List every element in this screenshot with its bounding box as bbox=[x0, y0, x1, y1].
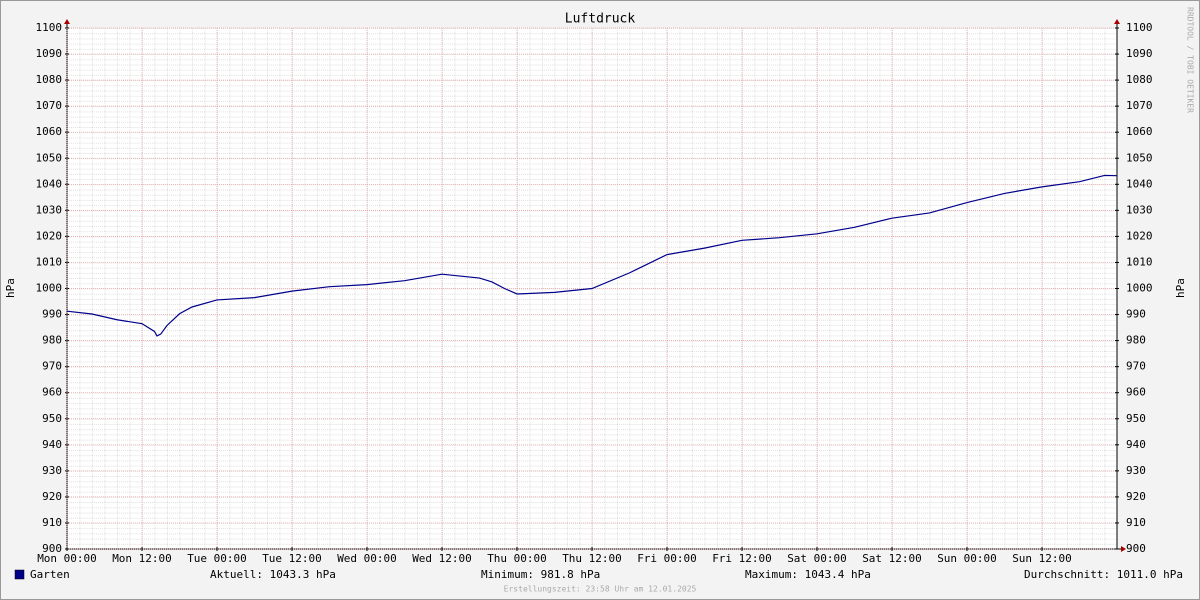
x-tick-label: Sat 12:00 bbox=[862, 552, 922, 565]
stat: Durchschnitt: 1011.0 hPa bbox=[1024, 568, 1183, 581]
x-tick-label: Mon 00:00 bbox=[37, 552, 97, 565]
y-tick-label: 950 bbox=[42, 412, 62, 425]
y2-tick-label: 940 bbox=[1126, 438, 1146, 451]
y2-tick-label: 990 bbox=[1126, 308, 1146, 321]
y-tick-label: 930 bbox=[42, 464, 62, 477]
stat: Minimum: 981.8 hPa bbox=[481, 568, 600, 581]
x-tick-label: Sun 00:00 bbox=[937, 552, 997, 565]
y2-tick-label: 1030 bbox=[1126, 203, 1153, 216]
y-tick-label: 1060 bbox=[36, 125, 63, 138]
y-tick-label: 1050 bbox=[36, 151, 63, 164]
y-tick-label: 910 bbox=[42, 516, 62, 529]
x-tick-label: Wed 00:00 bbox=[337, 552, 397, 565]
x-tick-label: Fri 12:00 bbox=[712, 552, 772, 565]
y2-axis-label: hPa bbox=[1174, 278, 1187, 298]
x-tick-label: Sat 00:00 bbox=[787, 552, 847, 565]
watermark: RRDTOOL / TOBI OETIKER bbox=[1186, 7, 1195, 113]
y2-tick-label: 920 bbox=[1126, 490, 1146, 503]
y2-tick-label: 1080 bbox=[1126, 73, 1153, 86]
y2-tick-label: 980 bbox=[1126, 334, 1146, 347]
y-tick-label: 1000 bbox=[36, 282, 63, 295]
y2-tick-label: 1070 bbox=[1126, 99, 1153, 112]
y-tick-label: 1020 bbox=[36, 229, 63, 242]
y-tick-label: 920 bbox=[42, 490, 62, 503]
data-line bbox=[66, 174, 1118, 337]
stat: Maximum: 1043.4 hPa bbox=[745, 568, 871, 581]
y-tick-label: 940 bbox=[42, 438, 62, 451]
y2-tick-label: 910 bbox=[1126, 516, 1146, 529]
x-tick-label: Tue 12:00 bbox=[262, 552, 322, 565]
x-tick-label: Tue 00:00 bbox=[187, 552, 247, 565]
x-tick-label: Thu 12:00 bbox=[562, 552, 622, 565]
x-tick-label: Mon 12:00 bbox=[112, 552, 172, 565]
y-tick-label: 1030 bbox=[36, 203, 63, 216]
y-tick-label: 990 bbox=[42, 308, 62, 321]
footer: Erstellungszeit: 23:58 Uhr am 12.01.2025 bbox=[504, 585, 697, 594]
y2-tick-label: 1000 bbox=[1126, 282, 1153, 295]
y2-tick-label: 1050 bbox=[1126, 151, 1153, 164]
y-tick-label: 970 bbox=[42, 360, 62, 373]
x-tick-label: Thu 00:00 bbox=[487, 552, 547, 565]
y2-tick-label: 960 bbox=[1126, 386, 1146, 399]
y-tick-label: 1040 bbox=[36, 177, 63, 190]
y2-tick-label: 930 bbox=[1126, 464, 1146, 477]
y-tick-label: 1070 bbox=[36, 99, 63, 112]
y-axis-label: hPa bbox=[4, 278, 17, 298]
y-tick-label: 1090 bbox=[36, 47, 63, 60]
chart-title: Luftdruck bbox=[565, 12, 636, 27]
y2-tick-label: 1060 bbox=[1126, 125, 1153, 138]
y2-tick-label: 1010 bbox=[1126, 255, 1153, 268]
y2-tick-label: 900 bbox=[1126, 542, 1146, 555]
y-tick-label: 980 bbox=[42, 334, 62, 347]
y-tick-label: 1080 bbox=[36, 73, 63, 86]
y2-tick-label: 1040 bbox=[1126, 177, 1153, 190]
y-tick-label: 960 bbox=[42, 386, 62, 399]
y-tick-label: 1010 bbox=[36, 255, 63, 268]
y-tick-label: 1100 bbox=[36, 21, 63, 34]
x-tick-label: Fri 00:00 bbox=[637, 552, 697, 565]
y-tick-label: 900 bbox=[42, 542, 62, 555]
legend-swatch bbox=[14, 569, 25, 580]
x-tick-label: Wed 12:00 bbox=[412, 552, 472, 565]
stat: Aktuell: 1043.3 hPa bbox=[210, 568, 336, 581]
y2-tick-label: 950 bbox=[1126, 412, 1146, 425]
y2-tick-label: 1100 bbox=[1126, 21, 1153, 34]
x-tick-label: Sun 12:00 bbox=[1012, 552, 1072, 565]
y2-tick-label: 1020 bbox=[1126, 229, 1153, 242]
y2-tick-label: 970 bbox=[1126, 360, 1146, 373]
y2-tick-label: 1090 bbox=[1126, 47, 1153, 60]
legend-label: Garten bbox=[30, 568, 70, 581]
